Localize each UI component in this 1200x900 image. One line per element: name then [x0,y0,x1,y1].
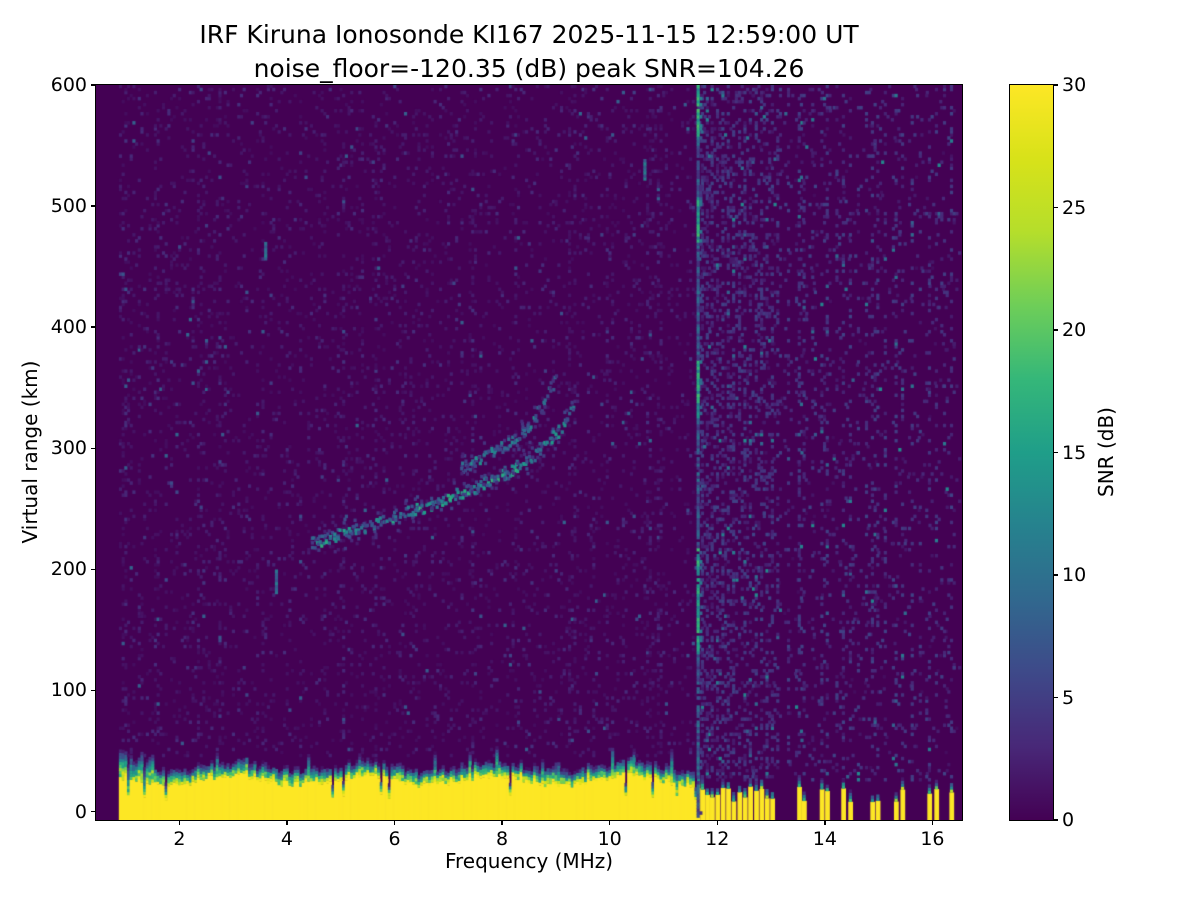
colorbar-tick-label: 0 [1062,809,1075,831]
ionogram-heatmap-canvas [96,85,962,820]
colorbar-tick-mark [1053,206,1058,209]
colorbar-label: SNR (dB) [1094,407,1118,497]
x-tick-mark [931,820,934,825]
y-tick-label: 0 [74,800,87,823]
y-tick-label: 400 [50,316,87,339]
colorbar-tick-mark [1053,451,1058,454]
y-tick-mark [91,84,96,86]
colorbar-gradient [1010,85,1053,820]
colorbar-tick-label: 10 [1062,564,1087,586]
x-tick-mark [824,820,826,825]
x-tick-mark [393,820,396,825]
y-tick-mark [91,568,96,571]
y-tick-mark [91,810,96,813]
colorbar-tick-label: 15 [1062,441,1087,464]
chart-title-line1: IRF Kiruna Ionosonde KI167 2025-11-15 12… [199,20,859,49]
colorbar-tick-label: 5 [1062,686,1075,709]
chart-title: IRF Kiruna Ionosonde KI167 2025-11-15 12… [96,18,962,86]
colorbar-tick-mark [1053,574,1058,576]
x-tick-label: 14 [812,828,837,850]
y-tick-mark [91,326,96,328]
x-tick-label: 12 [705,828,730,850]
colorbar-tick-mark [1053,819,1058,821]
x-axis-label: Frequency (MHz) [444,849,614,873]
x-tick-label: 2 [173,828,186,850]
x-tick-mark [501,820,503,825]
chart-title-line2: noise_floor=-120.35 (dB) peak SNR=104.26 [253,54,805,83]
x-tick-mark [178,820,181,825]
x-tick-label: 4 [280,828,293,850]
x-tick-mark [286,820,288,825]
y-tick-mark [91,447,96,449]
colorbar-tick-label: 30 [1062,74,1087,96]
colorbar-tick-mark [1053,696,1058,699]
y-tick-mark [91,689,96,692]
y-tick-label: 600 [50,74,87,96]
y-tick-label: 500 [50,195,87,218]
x-tick-mark [716,820,718,825]
y-tick-label: 100 [50,679,87,702]
x-tick-mark [608,820,611,825]
colorbar-tick-label: 25 [1062,196,1087,219]
x-tick-label: 16 [920,828,945,850]
y-tick-label: 200 [50,558,87,581]
y-tick-label: 300 [50,437,87,460]
y-tick-mark [91,205,96,207]
colorbar-tick-mark [1053,84,1058,86]
colorbar-tick-mark [1053,329,1058,331]
x-tick-label: 10 [597,828,622,850]
x-tick-label: 8 [496,828,509,850]
x-tick-label: 6 [388,828,401,850]
colorbar-tick-label: 20 [1062,319,1087,341]
